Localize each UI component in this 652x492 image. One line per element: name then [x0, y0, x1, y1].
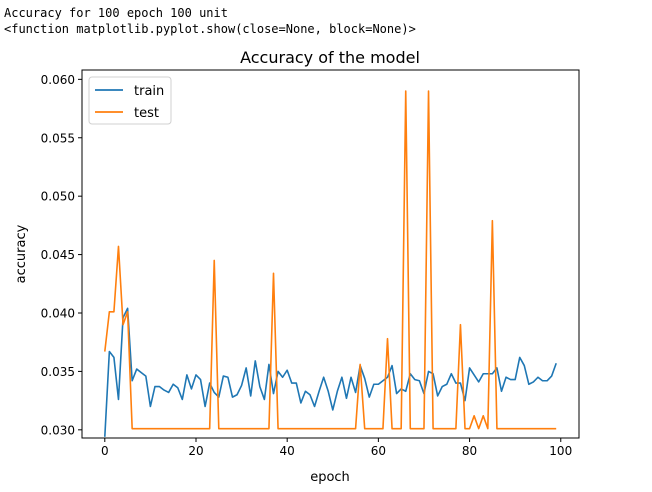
y-tick-label: 0.055: [41, 131, 75, 145]
x-tick-label: 80: [462, 444, 477, 458]
y-tick-label: 0.035: [41, 365, 75, 379]
x-axis-label: epoch: [310, 470, 350, 485]
console-output-line-1: Accuracy for 100 epoch 100 unit: [4, 6, 228, 20]
x-tick-label: 60: [371, 444, 386, 458]
y-tick-label: 0.060: [41, 73, 75, 87]
legend: train test: [88, 76, 172, 125]
legend-label-train: train: [134, 84, 164, 99]
legend-label-test: test: [134, 106, 159, 121]
console-output-line-2: <function matplotlib.pyplot.show(close=N…: [4, 22, 416, 36]
chart-title: Accuracy of the model: [240, 48, 420, 67]
series-line-train: [104, 307, 557, 437]
plot-frame: [81, 69, 580, 439]
y-tick-label: 0.045: [41, 248, 75, 262]
axes: 0 20 40 60 80 100 0.030 0.035 0.040 0.045 0.050 0.0…: [41, 73, 573, 458]
y-tick-label: 0.030: [41, 423, 75, 437]
series-line-test: [104, 90, 557, 430]
x-tick-label: 100: [549, 444, 572, 458]
y-axis-label: accuracy: [14, 224, 29, 283]
x-tick-label: 0: [101, 444, 109, 458]
x-tick-label: 20: [188, 444, 203, 458]
y-tick-label: 0.040: [41, 306, 75, 320]
y-tick-label: 0.050: [41, 190, 75, 204]
plot-area: [104, 90, 557, 437]
x-tick-label: 40: [280, 444, 295, 458]
